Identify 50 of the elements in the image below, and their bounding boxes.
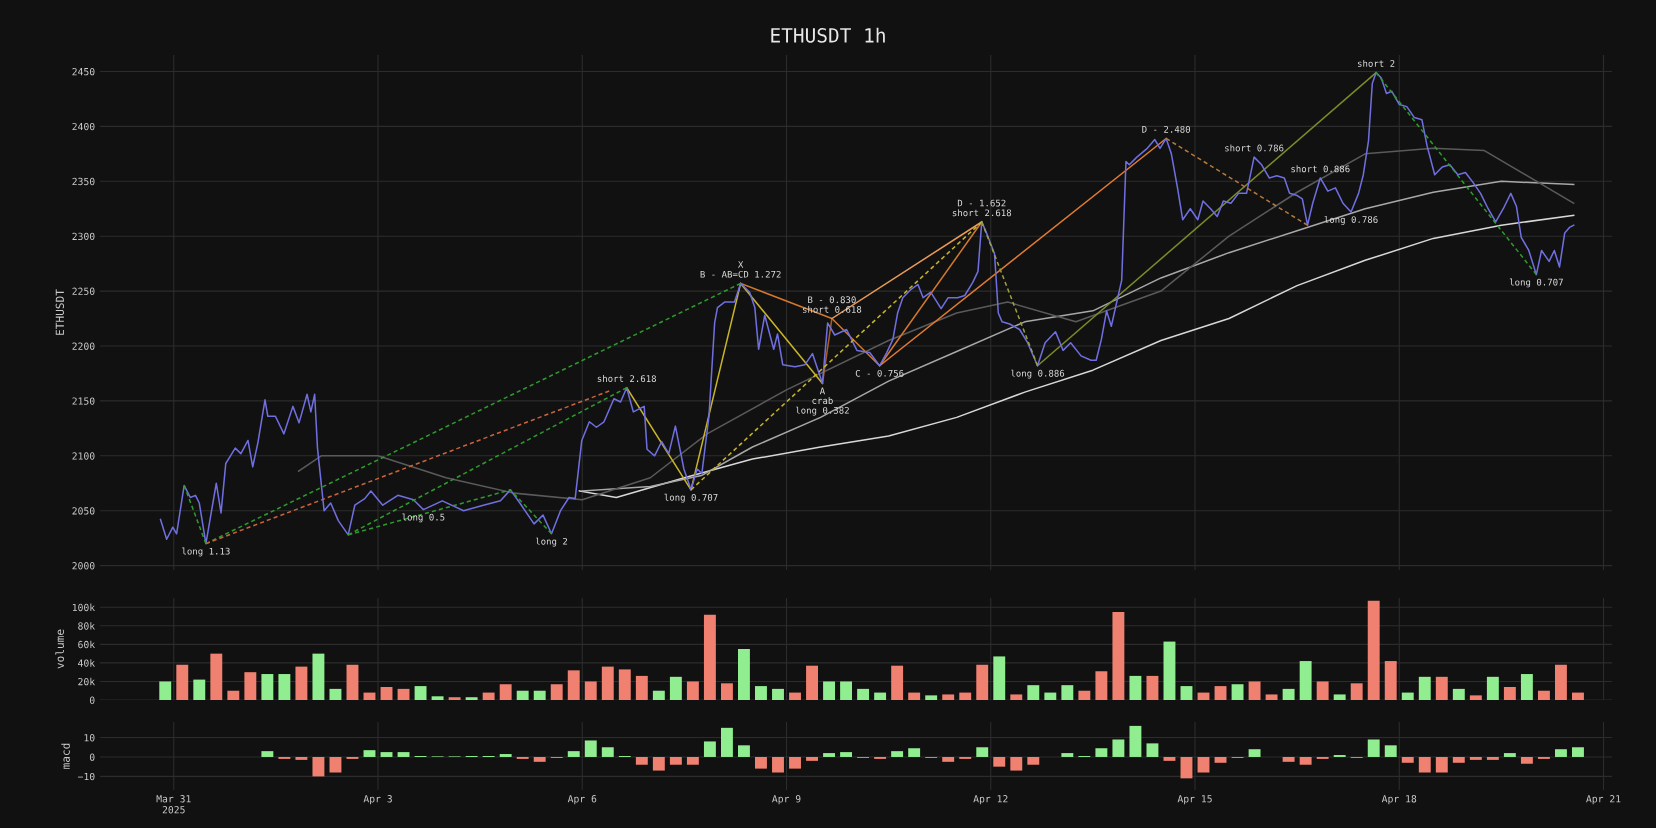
y-tick-label: 2150 — [72, 397, 95, 405]
y-axis-title: macd — [61, 743, 70, 769]
x-tick-label: Apr 18 — [1381, 795, 1417, 805]
annotation: B - AB=CD 1.272 — [700, 270, 781, 278]
annotation: long 2 — [535, 537, 568, 547]
annotation: D - 2.480 — [1142, 125, 1191, 133]
x-tick-label: Apr 12 — [973, 795, 1008, 805]
x-tick-label: Apr 21 — [1586, 795, 1621, 805]
y-tick-label: −10 — [78, 772, 95, 781]
y-tick-label: 100k — [72, 603, 95, 612]
y-tick-label: 2350 — [72, 177, 95, 186]
y-tick-label: 2200 — [72, 342, 95, 350]
y-tick-label: 2000 — [72, 562, 95, 570]
y-tick-label: 60k — [78, 640, 95, 649]
y-axis-title: volume — [55, 629, 65, 669]
annotation: short 2.618 — [597, 375, 657, 383]
y-tick-label: 2450 — [72, 67, 95, 76]
annotation: short 2.618 — [952, 209, 1012, 217]
annotation: long 0.707 — [1509, 278, 1563, 288]
y-tick-label: 0 — [89, 753, 95, 761]
chart-title: ETHUSDT 1h — [771, 27, 885, 43]
annotation: X — [738, 261, 744, 268]
annotation: long 0.886 — [1011, 369, 1065, 379]
annotation: long 1.13 — [182, 547, 230, 557]
y-tick-label: 2400 — [72, 122, 95, 131]
y-axis-title: ETHUSDT — [55, 289, 65, 335]
annotation: short 0.886 — [1291, 165, 1350, 173]
x-tick-label: Apr 6 — [567, 795, 597, 805]
annotation: long 0.707 — [664, 493, 718, 503]
annotation: A — [819, 387, 825, 395]
y-tick-label: 0 — [89, 696, 95, 704]
y-tick-label: 2100 — [72, 452, 95, 460]
annotation: short 0.786 — [1225, 144, 1284, 152]
x-tick-label: Apr 9 — [772, 795, 801, 805]
x-tick-label: Apr 3 — [363, 795, 392, 805]
annotation: crab — [812, 397, 833, 405]
x-tick-label: Apr 15 — [1177, 795, 1212, 805]
y-tick-label: 20k — [78, 677, 95, 686]
annotation: C - 0.756 — [855, 369, 904, 377]
y-tick-label: 2300 — [72, 232, 95, 241]
y-tick-label: 80k — [78, 622, 95, 630]
annotation: short 2 — [1357, 59, 1395, 67]
y-tick-label: 2250 — [72, 287, 95, 295]
y-tick-label: 2050 — [72, 507, 95, 515]
y-tick-label: 40k — [78, 659, 95, 667]
annotation: long 0.5 — [402, 513, 445, 523]
annotation: B - 0.830 — [808, 296, 856, 304]
x-tick-label: Mar 31 2025 — [156, 795, 191, 814]
y-tick-label: 10 — [84, 734, 95, 742]
annotation: D - 1.652 — [957, 199, 1006, 207]
